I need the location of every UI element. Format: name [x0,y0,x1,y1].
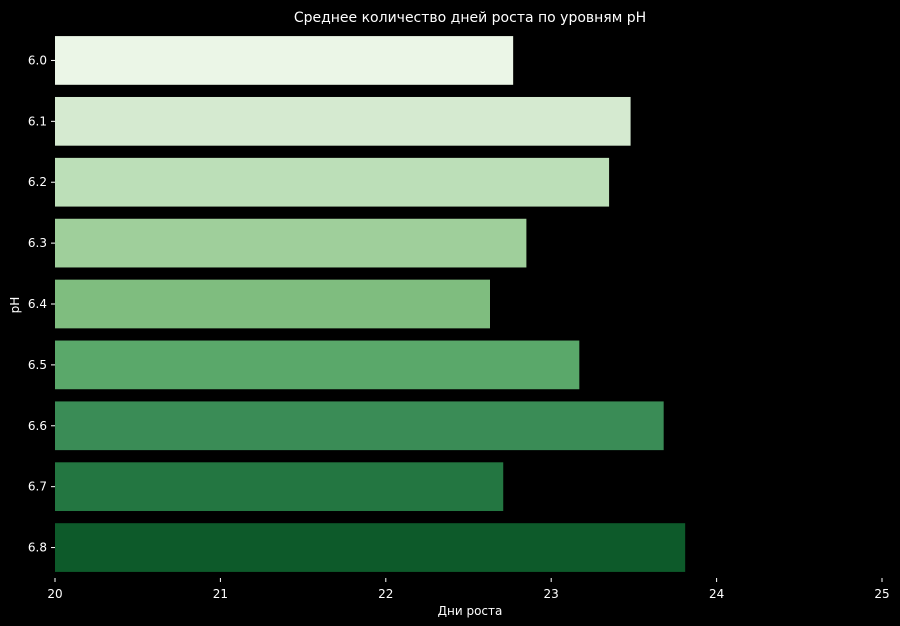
x-tick-label: 23 [544,587,559,601]
bar-ph-6.2 [55,157,610,207]
bar-ph-6.7 [55,462,504,512]
bar-ph-6.0 [55,36,514,85]
y-tick-label: 6.3 [28,236,47,250]
bar-ph-6.4 [55,279,491,329]
y-tick-label: 6.6 [28,419,47,433]
y-tick-label: 6.5 [28,358,47,372]
bar-ph-6.6 [55,401,664,451]
y-tick-label: 6.8 [28,541,47,555]
y-tick-label: 6.2 [28,175,47,189]
bar-ph-6.8 [55,523,686,572]
bars-group [55,36,686,572]
bar-ph-6.5 [55,340,580,390]
x-tick-label: 20 [47,587,62,601]
y-tick-label: 6.7 [28,480,47,494]
x-tick-label: 25 [874,587,889,601]
bar-ph-6.1 [55,96,631,146]
y-tick-label: 6.0 [28,53,47,67]
chart-title: Среднее количество дней роста по уровням… [294,10,646,26]
y-axis-ticks: 6.0 6.1 6.2 6.3 6.4 6.5 6.6 6.7 6.8 [28,53,55,555]
x-tick-label: 24 [709,587,724,601]
y-tick-label: 6.4 [28,297,47,311]
x-tick-label: 22 [378,587,393,601]
bar-ph-6.3 [55,218,527,268]
x-axis-ticks: 20 21 22 23 24 25 [47,578,890,601]
y-tick-label: 6.1 [28,114,47,128]
x-tick-label: 21 [213,587,228,601]
y-axis-label: pH [8,297,22,314]
x-axis-label: Дни роста [438,604,503,618]
